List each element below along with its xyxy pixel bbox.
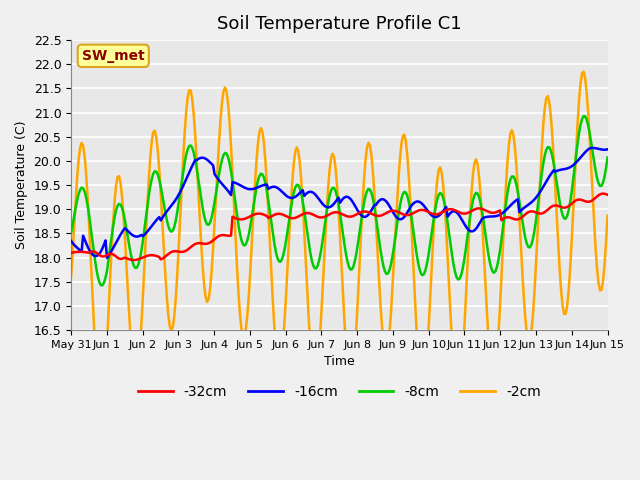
- Title: Soil Temperature Profile C1: Soil Temperature Profile C1: [217, 15, 461, 33]
- Legend: -32cm, -16cm, -8cm, -2cm: -32cm, -16cm, -8cm, -2cm: [132, 379, 546, 404]
- X-axis label: Time: Time: [324, 355, 355, 368]
- Y-axis label: Soil Temperature (C): Soil Temperature (C): [15, 121, 28, 249]
- Text: SW_met: SW_met: [82, 49, 145, 63]
